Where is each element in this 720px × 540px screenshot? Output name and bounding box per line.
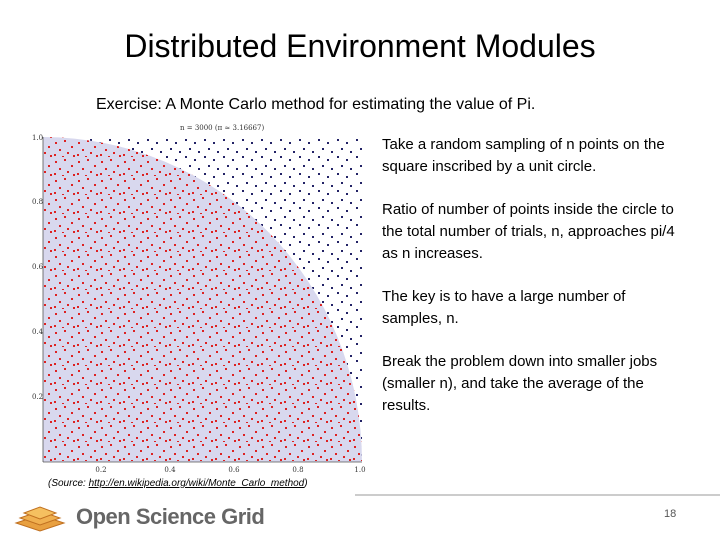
bullet: Ratio of number of points inside the cir… xyxy=(382,201,675,262)
y-tick-label: 0.4 xyxy=(32,328,44,336)
y-tick-label: 0.2 xyxy=(32,393,43,401)
figure-caption: n = 3000 (π ≈ 3.16667) xyxy=(180,124,264,132)
y-tick-label: 1.0 xyxy=(32,134,43,142)
source-link[interactable]: http://en.wikipedia.org/wiki/Monte_Carlo… xyxy=(88,478,305,489)
bullet-list: Take a random sampling of n points on th… xyxy=(382,134,682,438)
bullet: Take a random sampling of n points on th… xyxy=(382,136,665,175)
logo-icon xyxy=(14,506,66,532)
y-tick-label: 0.8 xyxy=(32,198,43,206)
x-tick-label: 0.8 xyxy=(292,466,303,474)
y-tick-label: 0.6 xyxy=(32,263,44,271)
slide-title: Distributed Environment Modules xyxy=(124,28,596,64)
source-prefix: (Source: xyxy=(48,478,89,489)
page-number: 18 xyxy=(664,508,677,520)
x-tick-label: 0.2 xyxy=(95,466,106,474)
source: (Source: http://en.wikipedia.org/wiki/Mo… xyxy=(48,478,308,489)
x-tick-label: 0.6 xyxy=(228,466,240,474)
logo-text: Open Science Grid xyxy=(76,504,265,529)
subtitle: Exercise: A Monte Carlo method for estim… xyxy=(96,96,536,113)
x-tick-label: 0.4 xyxy=(164,466,176,474)
source-suffix: ) xyxy=(304,478,308,489)
monte-carlo-figure: n = 3000 (π ≈ 3.16667) 1.0 0.8 0.6 0.4 0… xyxy=(32,124,366,474)
bullet: Break the problem down into smaller jobs… xyxy=(382,353,658,414)
footer-rule xyxy=(355,494,720,496)
bullet: The key is to have a large number of sam… xyxy=(382,288,626,327)
x-tick-label: 1.0 xyxy=(354,466,365,474)
